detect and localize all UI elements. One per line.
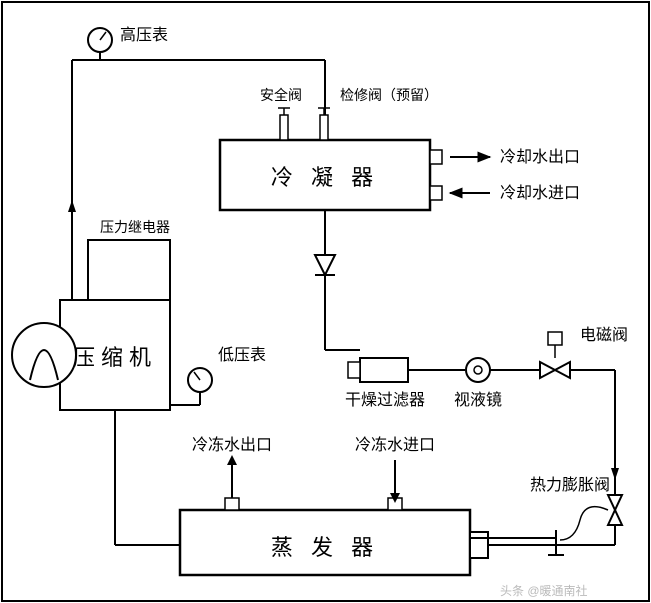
cooling-out-label: 冷却水出口 xyxy=(500,148,580,166)
evaporator-label: 蒸 发 器 xyxy=(271,535,379,560)
compressor: 压缩机 xyxy=(12,240,170,410)
service-valve-label: 检修阀（预留） xyxy=(340,87,438,103)
service-valve-icon xyxy=(318,108,330,140)
low-pressure-gauge-icon xyxy=(170,368,212,405)
pressure-relay-label: 压力继电器 xyxy=(100,219,170,235)
sight-glass-label: 视液镜 xyxy=(454,390,502,409)
evaporator: 蒸 发 器 xyxy=(180,510,556,575)
high-pressure-gauge-label: 高压表 xyxy=(120,26,168,44)
condenser-label: 冷 凝 器 xyxy=(271,165,379,190)
cooling-water-out xyxy=(430,150,490,164)
dryer-filter-label: 干燥过滤器 xyxy=(345,391,425,409)
check-valve-icon xyxy=(315,255,335,275)
compressor-label: 压缩机 xyxy=(73,345,157,370)
chilled-in-label: 冷冻水进口 xyxy=(355,436,435,454)
sight-glass-icon xyxy=(466,358,490,382)
low-pressure-gauge-label: 低压表 xyxy=(218,346,266,364)
suction-line xyxy=(115,410,180,545)
flow-arrow-down-icon xyxy=(611,468,619,480)
condenser: 冷 凝 器 xyxy=(220,140,430,210)
chilled-water-out xyxy=(225,460,239,510)
watermark: 头条 @暖通南社 xyxy=(500,583,588,598)
chilled-water-in xyxy=(388,460,402,510)
solenoid-valve-label: 电磁阀 xyxy=(580,326,628,344)
chilled-out-label: 冷冻水出口 xyxy=(192,436,272,454)
cooling-in-label: 冷却水进口 xyxy=(500,184,580,202)
expansion-valve-label: 热力膨胀阀 xyxy=(530,476,610,494)
compressor-motor-icon xyxy=(12,323,76,387)
liquid-line-1 xyxy=(315,210,360,350)
safety-valve-label: 安全阀 xyxy=(260,87,302,103)
high-pressure-gauge-icon xyxy=(88,28,112,60)
liquid-line-5 xyxy=(470,525,615,545)
flow-arrow-up-icon xyxy=(68,200,76,212)
solenoid-valve-icon xyxy=(540,332,570,378)
cooling-water-in xyxy=(430,186,490,200)
dryer-filter-icon xyxy=(348,358,408,382)
safety-valve-icon xyxy=(278,108,290,140)
